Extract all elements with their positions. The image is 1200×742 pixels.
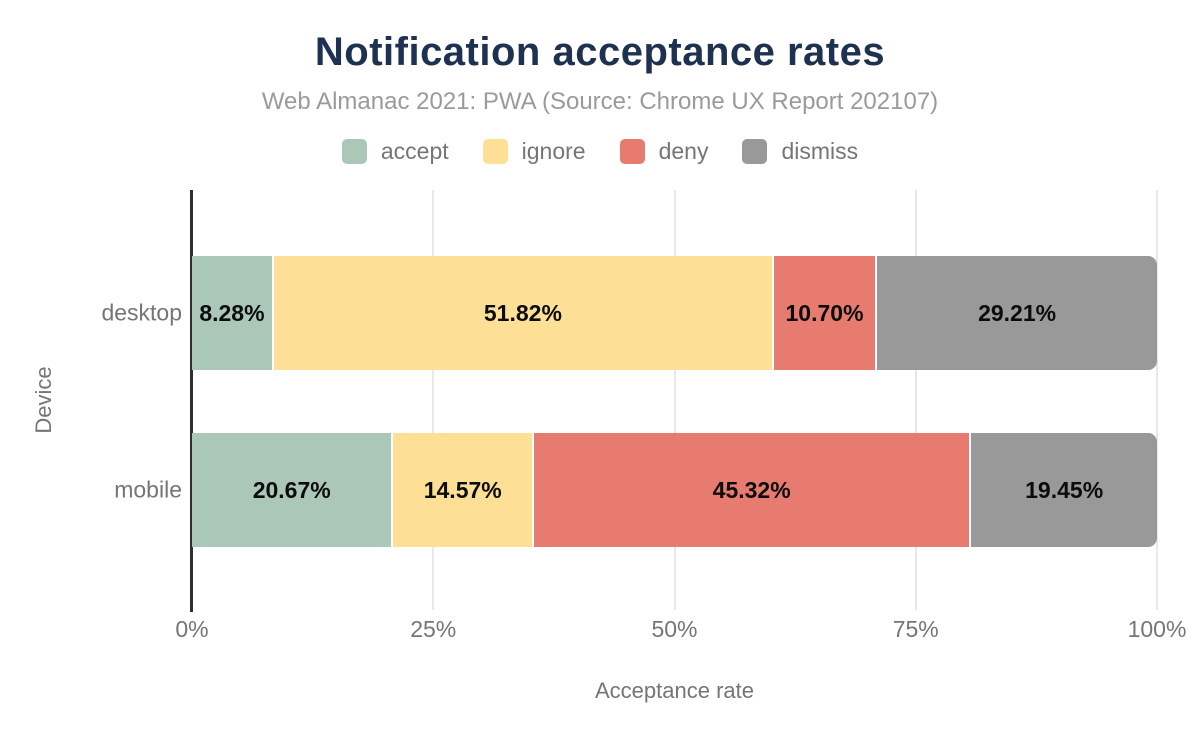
gridline-100: [1156, 190, 1158, 610]
gridline-25: [432, 190, 435, 610]
segment-desktop-deny: 10.70%: [771, 256, 876, 370]
segment-mobile-ignore: 14.57%: [391, 433, 533, 547]
data-label-desktop-dismiss: 29.21%: [978, 299, 1057, 326]
x-axis-title: Acceptance rate: [595, 678, 754, 703]
x-tick-75: 75%: [892, 616, 939, 642]
plot-area: 8.28% 51.82% 10.70% 29.21% 20.67% 14.57% 45.32…: [192, 190, 1158, 610]
x-tick-25: 25%: [410, 616, 457, 642]
segment-desktop-ignore: 51.82%: [271, 256, 772, 370]
legend-item-deny: deny: [619, 138, 709, 165]
data-label-mobile-dismiss: 19.45%: [1025, 476, 1104, 503]
legend-item-accept: accept: [341, 138, 449, 165]
gridline-75: [914, 190, 917, 610]
data-label-mobile-deny: 45.32%: [712, 476, 791, 503]
data-label-desktop-deny: 10.70%: [785, 299, 864, 326]
legend-swatch-dismiss: [742, 139, 768, 164]
x-tick-0: 0%: [175, 616, 209, 642]
legend-item-ignore: ignore: [482, 138, 586, 165]
gridline-50: [673, 190, 676, 610]
segment-mobile-accept: 20.67%: [192, 433, 392, 547]
data-label-desktop-ignore: 51.82%: [483, 299, 562, 326]
legend-swatch-accept: [341, 139, 367, 164]
legend-label-ignore: ignore: [521, 138, 586, 164]
x-tick-50: 50%: [651, 616, 698, 642]
bar-desktop: 8.28% 51.82% 10.70% 29.21%: [192, 256, 1157, 370]
legend-swatch-ignore: [482, 139, 508, 164]
chart-subtitle: Web Almanac 2021: PWA (Source: Chrome UX…: [261, 88, 939, 115]
y-axis-line: [190, 190, 193, 612]
y-category-mobile: mobile: [114, 476, 182, 503]
x-tick-100: 100%: [1127, 616, 1187, 642]
legend-item-dismiss: dismiss: [742, 138, 858, 165]
bar-mobile: 20.67% 14.57% 45.32% 19.45%: [192, 433, 1157, 547]
legend-label-dismiss: dismiss: [781, 138, 859, 164]
y-axis-title: Device: [31, 366, 56, 434]
legend: accept ignore deny dismiss: [0, 138, 1200, 165]
y-category-desktop: desktop: [101, 299, 182, 326]
data-label-desktop-accept: 8.28%: [199, 299, 265, 326]
x-axis-ticks: 0% 25% 50% 75% 100%: [175, 616, 1186, 646]
chart-title: Notification acceptance rates: [314, 30, 886, 74]
legend-swatch-deny: [619, 139, 645, 164]
legend-label-accept: accept: [380, 138, 449, 164]
legend-label-deny: deny: [658, 138, 709, 164]
segment-mobile-deny: 45.32%: [532, 433, 970, 547]
segment-desktop-accept: 8.28%: [192, 256, 272, 370]
segment-mobile-dismiss: 19.45%: [969, 433, 1157, 547]
data-label-mobile-ignore: 14.57%: [423, 476, 502, 503]
segment-desktop-dismiss: 29.21%: [875, 256, 1157, 370]
data-label-mobile-accept: 20.67%: [252, 476, 331, 503]
